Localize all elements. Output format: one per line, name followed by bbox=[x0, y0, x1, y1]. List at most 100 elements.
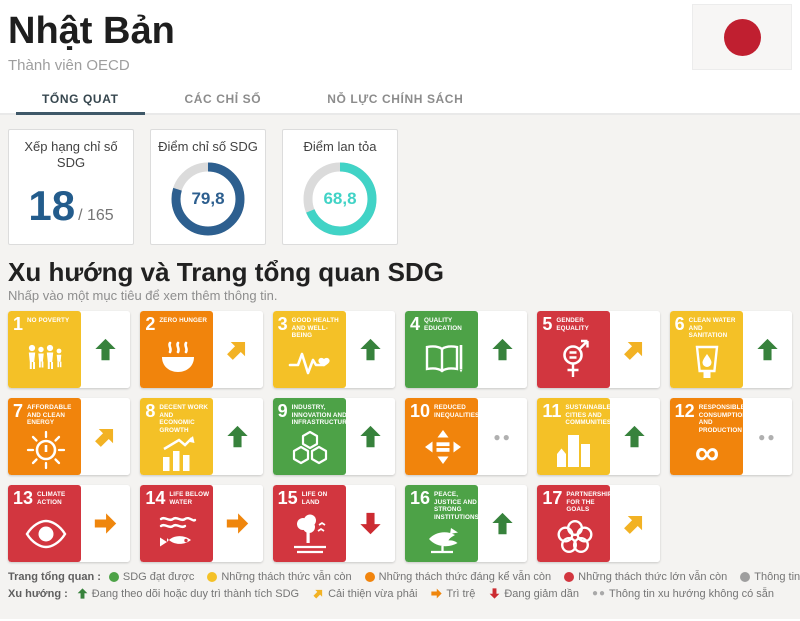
sdg-tile-14[interactable]: 14 LIFE BELOW WATER bbox=[140, 485, 263, 563]
goal-color-block: 4 QUALITY EDUCATION bbox=[405, 311, 478, 389]
goal-name: QUALITY EDUCATION bbox=[424, 317, 462, 332]
orange-status-dot-icon bbox=[364, 572, 375, 583]
goal-name: LIFE ON LAND bbox=[301, 491, 328, 506]
goal-color-block: 14 LIFE BELOW WATER bbox=[140, 485, 214, 563]
goal-name: REDUCED INEQUALITIES bbox=[434, 404, 480, 419]
spillover-score-donut: 68,8 bbox=[300, 159, 380, 239]
red-status-dot-icon bbox=[564, 572, 575, 583]
trend-upright-arrow-icon bbox=[213, 311, 263, 389]
goal-name: NO POVERTY bbox=[27, 317, 70, 325]
goal-color-block: 3 GOOD HEALTH AND WELL-BEING bbox=[272, 311, 346, 389]
goal-color-block: 10 REDUCED INEQUALITIES bbox=[405, 398, 480, 476]
legend-item: Đang giảm dần bbox=[488, 587, 579, 600]
legend-item: Những thách thức đáng kể vẫn còn bbox=[364, 571, 551, 583]
partnerships-icon bbox=[542, 514, 607, 561]
tab-indicators[interactable]: CÁC CHỈ SỐ bbox=[184, 91, 262, 106]
japan-flag bbox=[692, 4, 792, 70]
japan-flag-circle bbox=[723, 18, 761, 56]
economic-growth-icon bbox=[145, 434, 210, 473]
goal-name: PEACE, JUSTICE AND STRONG INSTITUTIONS bbox=[434, 491, 479, 521]
trend-up-arrow-icon bbox=[742, 311, 792, 389]
trend-upright-arrow-icon bbox=[610, 311, 660, 389]
climate-action-icon bbox=[13, 507, 78, 560]
goal-number: 4 bbox=[410, 314, 421, 335]
goal-color-block: 6 CLEAN WATER AND SANITATION bbox=[669, 311, 743, 389]
tab-policy-efforts[interactable]: NỖ LỰC CHÍNH SÁCH bbox=[327, 91, 464, 106]
goal-number: 17 bbox=[542, 488, 563, 509]
trend-unavailable-dots-icon: ●● bbox=[478, 398, 528, 476]
goal-color-block: 1 NO POVERTY bbox=[8, 311, 81, 389]
legend-item: Trì trệ bbox=[430, 587, 475, 600]
goal-name: GENDER EQUALITY bbox=[556, 317, 589, 332]
oecd-member-subtitle: Thành viên OECD bbox=[8, 56, 130, 74]
goal-number: 13 bbox=[13, 488, 34, 509]
trend-unavailable-dots-icon: ●● bbox=[742, 398, 792, 476]
section-title: Xu hướng và Trang tổng quan SDG bbox=[8, 256, 444, 287]
goal-name: AFFORDABLE AND CLEAN ENERGY bbox=[27, 404, 72, 427]
sdg-tile-3[interactable]: 3 GOOD HEALTH AND WELL-BEING bbox=[272, 311, 395, 389]
sdg-tile-11[interactable]: 11 SUSTAINABLE CITIES AND COMMUNITIES bbox=[537, 398, 660, 476]
section-subtitle: Nhấp vào một mục tiêu để xem thêm thông … bbox=[8, 288, 278, 304]
trend-right-arrow-icon bbox=[81, 485, 131, 563]
overview-content: Xếp hạng chỉ số SDG 18 / 165 Điểm chỉ số… bbox=[0, 114, 800, 619]
gray-status-dot-icon bbox=[740, 572, 751, 583]
sdg-tile-15[interactable]: 15 LIFE ON LAND bbox=[272, 485, 395, 563]
sdg-tile-2[interactable]: 2 ZERO HUNGER bbox=[140, 311, 263, 389]
green-status-dot-icon bbox=[108, 572, 119, 583]
goal-color-block: 17 PARTNERSHIPS FOR THE GOALS bbox=[537, 485, 616, 563]
sdg-tile-16[interactable]: 16 PEACE, JUSTICE AND STRONG INSTITUTION… bbox=[405, 485, 528, 563]
trend-legend-row: Xu hướng : Đang theo dõi hoặc duy trì thà… bbox=[8, 587, 792, 600]
sdg-tile-6[interactable]: 6 CLEAN WATER AND SANITATION bbox=[669, 311, 792, 389]
trend-up-arrow-icon bbox=[345, 398, 395, 476]
rank-card-title: Xếp hạng chỉ số SDG bbox=[24, 138, 118, 170]
sdg-goal-grid: 1 NO POVERTY 2 ZERO HUNGER 3 GOOD HEALTH… bbox=[8, 311, 792, 563]
goal-number: 1 bbox=[13, 314, 24, 335]
goal-name: LIFE BELOW WATER bbox=[169, 491, 210, 506]
reduced-inequalities-icon bbox=[410, 420, 475, 473]
peace-justice-icon bbox=[410, 521, 475, 560]
goal-color-block: 13 CLIMATE ACTION bbox=[8, 485, 81, 563]
dashboard-legend-label: Trang tổng quan : bbox=[8, 571, 101, 584]
trend-up-arrow-icon bbox=[610, 398, 660, 476]
tab-overview[interactable]: TỔNG QUAT bbox=[16, 84, 145, 115]
trend-up-arrow-icon bbox=[81, 311, 131, 389]
goal-name: PARTNERSHIPS FOR THE GOALS bbox=[566, 491, 617, 514]
sdg-tile-9[interactable]: 9 INDUSTRY, INNOVATION AND INFRASTRUCTUR… bbox=[272, 398, 395, 476]
index-score-value: 79,8 bbox=[191, 188, 225, 208]
spillover-score-card: Điểm lan tỏa 68,8 bbox=[282, 128, 398, 245]
goal-name: RESPONSIBLE CONSUMPTION AND PRODUCTION bbox=[698, 404, 748, 434]
legend-item: SDG đạt được bbox=[108, 571, 194, 583]
responsible-consumption-icon: ∞ bbox=[675, 434, 740, 473]
sdg-tile-1[interactable]: 1 NO POVERTY bbox=[8, 311, 131, 389]
life-below-water-icon bbox=[145, 507, 210, 560]
industry-innovation-icon bbox=[278, 427, 343, 474]
legend-item: Cải thiện vừa phải bbox=[312, 587, 417, 600]
goal-number: 7 bbox=[13, 401, 24, 422]
goal-number: 16 bbox=[410, 488, 431, 509]
sdg-tile-7[interactable]: 7 AFFORDABLE AND CLEAN ENERGY bbox=[8, 398, 131, 476]
goal-number: 11 bbox=[542, 401, 562, 422]
trend-upright-arrow-icon bbox=[81, 398, 131, 476]
country-header: Nhật Bản Thành viên OECD bbox=[0, 0, 800, 74]
sdg-tile-4[interactable]: 4 QUALITY EDUCATION bbox=[405, 311, 528, 389]
sdg-tile-17[interactable]: 17 PARTNERSHIPS FOR THE GOALS bbox=[537, 485, 660, 563]
sdg-tile-13[interactable]: 13 CLIMATE ACTION bbox=[8, 485, 131, 563]
score-cards: Xếp hạng chỉ số SDG 18 / 165 Điểm chỉ số… bbox=[8, 128, 792, 245]
goal-name: CLIMATE ACTION bbox=[37, 491, 66, 506]
goal-color-block: 16 PEACE, JUSTICE AND STRONG INSTITUTION… bbox=[405, 485, 479, 563]
trend-up-arrow-icon bbox=[76, 587, 89, 600]
goal-name: INDUSTRY, INNOVATION AND INFRASTRUCTURE bbox=[291, 404, 352, 427]
goal-number: 3 bbox=[277, 314, 288, 335]
sdg-tile-10[interactable]: 10 REDUCED INEQUALITIES ●● bbox=[405, 398, 528, 476]
sdg-tile-12[interactable]: 12 RESPONSIBLE CONSUMPTION AND PRODUCTIO… bbox=[669, 398, 792, 476]
goal-color-block: 7 AFFORDABLE AND CLEAN ENERGY bbox=[8, 398, 81, 476]
trend-up-arrow-icon bbox=[213, 398, 263, 476]
sdg-tile-5[interactable]: 5 GENDER EQUALITY bbox=[537, 311, 660, 389]
trend-up-arrow-icon bbox=[478, 311, 528, 389]
goal-name: SUSTAINABLE CITIES AND COMMUNITIES bbox=[565, 404, 612, 427]
goal-color-block: 9 INDUSTRY, INNOVATION AND INFRASTRUCTUR… bbox=[272, 398, 351, 476]
goal-color-block: 8 DECENT WORK AND ECONOMIC GROWTH bbox=[140, 398, 214, 476]
sdg-tile-8[interactable]: 8 DECENT WORK AND ECONOMIC GROWTH bbox=[140, 398, 263, 476]
goal-number: 9 bbox=[277, 401, 288, 422]
legend-item: Những thách thức lớn vẫn còn bbox=[564, 571, 727, 583]
